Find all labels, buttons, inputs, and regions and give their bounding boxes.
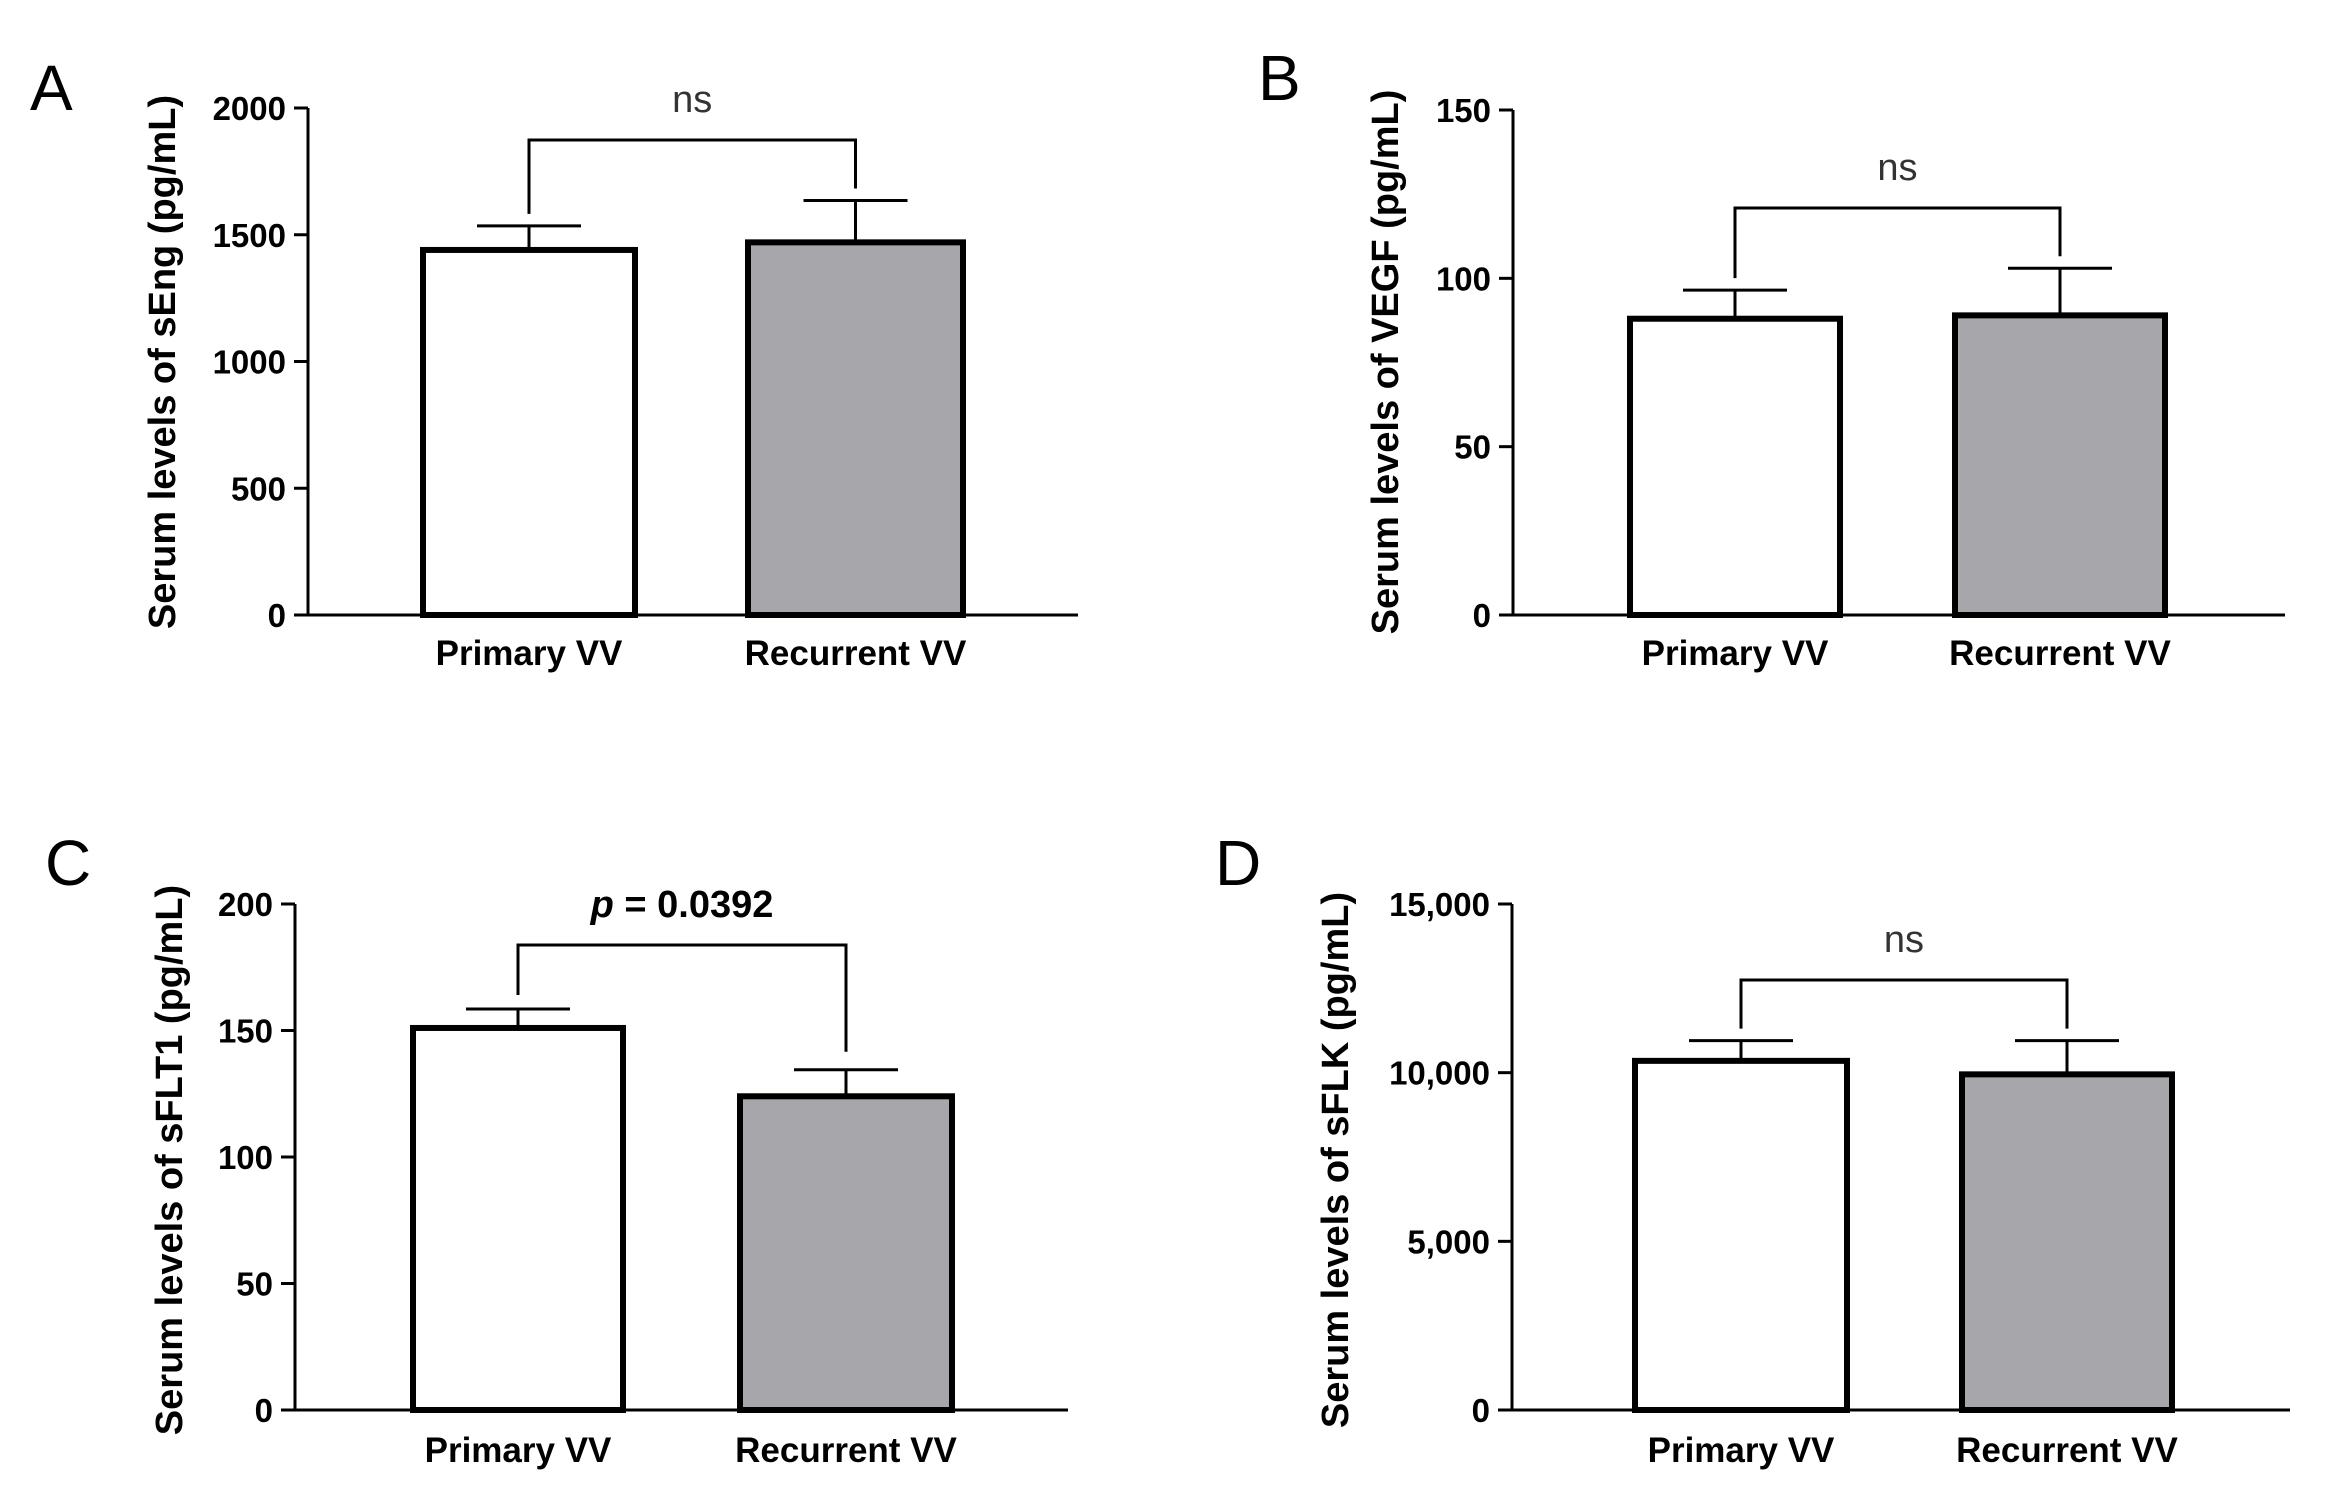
- chart-panel-a: A 0 500 1000 1500 2000 Serum levels of sEng (p…: [30, 52, 1078, 673]
- y-tick-label: 2000: [213, 90, 286, 127]
- x-category-label: Recurrent VV: [745, 634, 967, 673]
- y-tick-label: 50: [236, 1266, 273, 1303]
- significance-label: ns: [672, 79, 712, 121]
- x-category-label: Recurrent VV: [1956, 1431, 2178, 1470]
- x-category-label: Recurrent VV: [1949, 634, 2171, 673]
- y-tick-label: 10,000: [1389, 1055, 1490, 1092]
- bar-primary-vv: [1627, 315, 1843, 618]
- bar-primary-vv: [420, 246, 638, 619]
- bar-recurrent-vv: [1959, 1071, 2175, 1414]
- y-tick-label: 150: [1436, 92, 1491, 129]
- y-axis-label: Serum levels of sFLK (pg/mL): [1315, 892, 1357, 1428]
- panel-letter: C: [45, 827, 91, 899]
- y-tick-label: 50: [1454, 429, 1491, 466]
- x-category-label: Primary VV: [425, 1431, 612, 1470]
- p-symbol: p: [590, 884, 614, 926]
- panel-letter: B: [1258, 42, 1301, 114]
- chart-panel-b: B 0 50 100 150 Serum levels of VEGF (pg/mL) Pr…: [1258, 42, 2285, 673]
- y-tick-label: 100: [218, 1139, 273, 1176]
- y-tick-label: 0: [268, 597, 286, 634]
- y-tick-label: 0: [1472, 1392, 1490, 1429]
- panel-letter: D: [1215, 827, 1261, 899]
- y-tick-label: 100: [1436, 260, 1491, 297]
- panel-letter: A: [30, 52, 73, 124]
- bar-recurrent-vv: [1952, 312, 2168, 618]
- y-tick-label: 0: [255, 1392, 273, 1429]
- y-tick-label: 15,000: [1389, 886, 1490, 923]
- y-tick-label: 200: [218, 886, 273, 923]
- x-category-label: Recurrent VV: [735, 1431, 957, 1470]
- p-value: = 0.0392: [614, 884, 774, 926]
- y-axis-label: Serum levels of sEng (pg/mL): [142, 95, 184, 629]
- y-tick-label: 500: [231, 470, 286, 507]
- y-axis-label: Serum levels of VEGF (pg/mL): [1365, 90, 1407, 635]
- y-tick-label: 1000: [213, 344, 286, 381]
- bar-recurrent-vv: [737, 1093, 955, 1414]
- significance-bracket: [516, 943, 848, 1052]
- significance-bracket: [1739, 978, 2069, 1029]
- y-tick-label: 0: [1473, 597, 1491, 634]
- significance-label: p = 0.0392: [590, 884, 774, 926]
- y-tick-label: 150: [218, 1013, 273, 1050]
- significance-bracket: [527, 138, 857, 214]
- chart-panel-d: D 0 5,000 10,000 15,000 Serum levels of sFLK …: [1215, 827, 2290, 1470]
- significance-label: ns: [1884, 919, 1924, 961]
- x-category-label: Primary VV: [436, 634, 623, 673]
- y-axis-label: Serum levels of sFLT1 (pg/mL): [149, 885, 191, 1435]
- bar-primary-vv: [410, 1024, 626, 1413]
- chart-panel-c: C 0 50 100 150 200 Serum levels of sFLT1 (pg/m…: [45, 827, 1068, 1470]
- x-category-label: Primary VV: [1648, 1431, 1835, 1470]
- bar-primary-vv: [1632, 1057, 1850, 1413]
- bar-recurrent-vv: [745, 239, 966, 618]
- y-tick-label: 5,000: [1407, 1223, 1490, 1260]
- y-tick-label: 1500: [213, 217, 286, 254]
- significance-bracket: [1733, 206, 2062, 279]
- significance-label: ns: [1877, 147, 1917, 189]
- x-category-label: Primary VV: [1642, 634, 1829, 673]
